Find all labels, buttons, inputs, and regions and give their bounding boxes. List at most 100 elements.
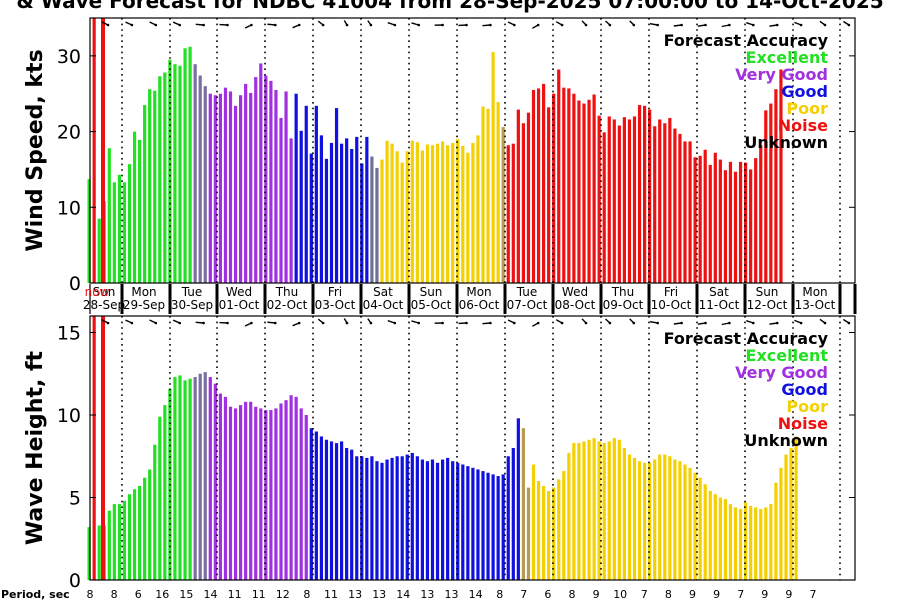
wind-bar bbox=[345, 138, 349, 283]
wave-bar bbox=[582, 441, 586, 580]
wave-arrow-head bbox=[632, 321, 636, 325]
wave-bar bbox=[683, 464, 687, 580]
wave-bar bbox=[607, 441, 611, 580]
wave-bar bbox=[143, 477, 147, 580]
wave-bar bbox=[264, 410, 268, 580]
wind-bar bbox=[587, 99, 591, 284]
wave-bar bbox=[774, 482, 778, 580]
wave-bar bbox=[461, 464, 465, 580]
wind-bar bbox=[582, 103, 586, 283]
wind-bar bbox=[158, 76, 162, 283]
wind-ytick-label: 10 bbox=[57, 197, 81, 219]
wave-bar bbox=[728, 504, 733, 580]
wave-bar bbox=[769, 504, 773, 580]
wind-bar bbox=[451, 142, 455, 283]
wave-arrow-head bbox=[680, 321, 683, 325]
wave-bar bbox=[218, 393, 222, 580]
wind-arrow-head bbox=[799, 23, 803, 27]
wind-bar bbox=[329, 142, 334, 283]
wind-ytick-label: 30 bbox=[57, 46, 81, 68]
wind-arrow-head bbox=[321, 23, 325, 27]
period-value: 9 bbox=[713, 588, 720, 600]
wave-bar bbox=[567, 452, 571, 580]
period-value: 7 bbox=[810, 588, 817, 600]
wind-bar bbox=[688, 141, 692, 283]
wind-bar bbox=[531, 89, 536, 284]
period-value: 16 bbox=[155, 588, 169, 600]
wave-bar bbox=[435, 462, 440, 580]
wind-bar bbox=[567, 88, 571, 283]
wind-bar bbox=[340, 143, 344, 283]
wind-bar bbox=[395, 151, 399, 283]
wave-bar bbox=[314, 431, 318, 580]
wind-bar bbox=[163, 72, 167, 283]
period-value: 9 bbox=[593, 588, 600, 600]
wave-bar bbox=[552, 487, 556, 580]
wind-arrow-head bbox=[632, 23, 636, 27]
wind-arrow-head bbox=[369, 23, 373, 27]
wind-bar bbox=[557, 69, 561, 284]
wave-direction-arrow bbox=[649, 321, 658, 324]
day-label: Mon bbox=[466, 285, 491, 299]
wind-bar bbox=[112, 182, 116, 283]
wave-bar bbox=[441, 459, 445, 580]
day-label: Fri bbox=[664, 285, 678, 299]
period-value: 8 bbox=[303, 588, 310, 600]
wave-arrow-head bbox=[130, 321, 134, 325]
wave-bar bbox=[178, 375, 182, 580]
wave-arrow-head bbox=[441, 321, 444, 325]
wave-bar bbox=[557, 479, 561, 580]
wind-bar bbox=[228, 91, 233, 283]
now-label: now bbox=[85, 285, 110, 299]
wind-bar bbox=[759, 145, 763, 283]
wave-bar bbox=[122, 500, 127, 580]
wave-bar bbox=[259, 408, 263, 580]
legend-title: Forecast Accuracy bbox=[664, 31, 829, 50]
wave-bar bbox=[663, 454, 667, 580]
date-label: 07-Oct bbox=[507, 298, 548, 312]
wave-bar bbox=[127, 494, 132, 580]
wave-arrow-head bbox=[656, 321, 659, 325]
day-label: Mon bbox=[131, 285, 156, 299]
wave-bar bbox=[254, 406, 258, 580]
wave-ytick-label: 10 bbox=[57, 405, 81, 427]
wave-bar bbox=[547, 490, 551, 580]
wave-arrow-head bbox=[321, 321, 325, 325]
wave-bar bbox=[365, 457, 369, 580]
wave-bar bbox=[380, 462, 384, 580]
wind-bar bbox=[334, 108, 339, 283]
wind-bar bbox=[663, 123, 667, 284]
wind-bar bbox=[239, 95, 243, 283]
wave-arrow-head bbox=[704, 321, 707, 325]
wind-bar bbox=[390, 143, 394, 283]
wind-arrow-head bbox=[106, 23, 110, 27]
wind-bar bbox=[319, 135, 323, 283]
wind-arrow-head bbox=[823, 23, 827, 27]
wind-bar bbox=[552, 93, 556, 284]
wave-frame bbox=[89, 315, 856, 581]
wind-bar bbox=[198, 75, 202, 283]
wind-arrow-head bbox=[847, 23, 851, 27]
wave-bar bbox=[138, 485, 142, 580]
wave-bar bbox=[602, 443, 606, 580]
wave-arrow-head bbox=[775, 321, 779, 325]
wind-arrow-head bbox=[656, 23, 659, 27]
wave-bar bbox=[233, 408, 238, 580]
wind-bar bbox=[572, 93, 576, 284]
wave-bar bbox=[319, 436, 323, 580]
wind-bar bbox=[365, 136, 369, 283]
wind-arrow-head bbox=[274, 23, 277, 27]
wind-bar bbox=[542, 83, 546, 284]
wind-bar bbox=[749, 169, 753, 283]
wave-bar bbox=[309, 428, 313, 580]
period-value: 9 bbox=[785, 588, 792, 600]
wave-bar bbox=[451, 461, 455, 580]
wind-arrow-head bbox=[560, 23, 564, 27]
wave-bar bbox=[132, 489, 137, 580]
wind-bar bbox=[577, 100, 581, 283]
wave-bar bbox=[789, 448, 793, 580]
wind-bar bbox=[562, 87, 566, 283]
period-value: 13 bbox=[420, 588, 434, 600]
legend-item-noise: Noise bbox=[778, 414, 828, 433]
